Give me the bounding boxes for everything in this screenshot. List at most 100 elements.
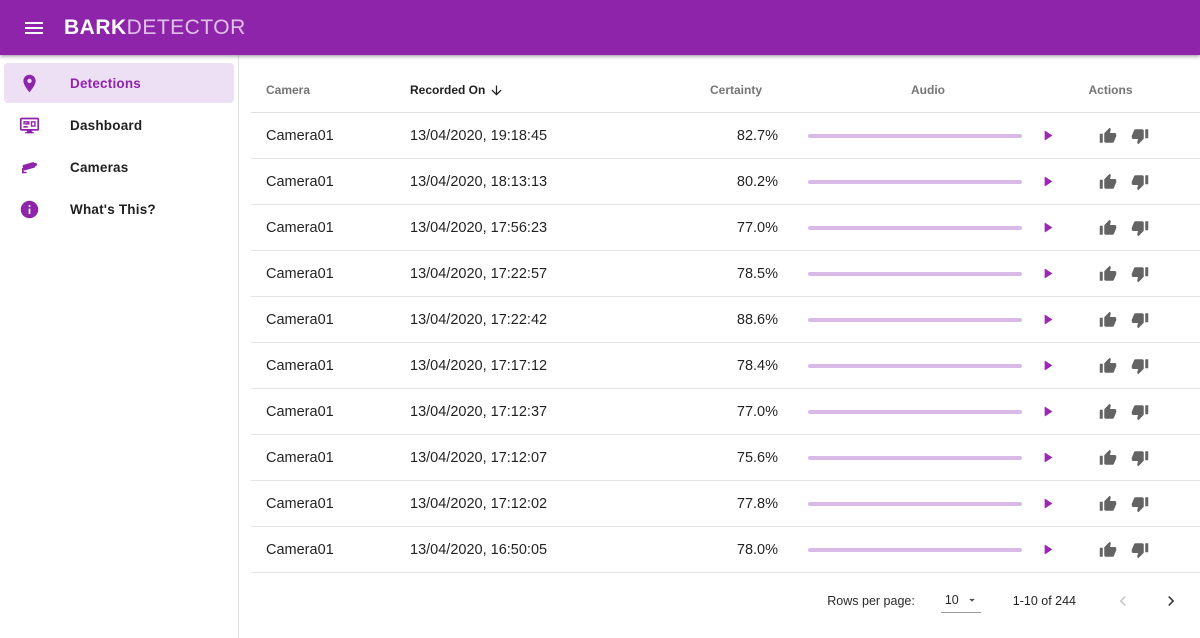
cell-certainty: 80.2% xyxy=(736,173,778,190)
thumbs-up-icon[interactable] xyxy=(1099,495,1117,513)
table-row: Camera01 13/04/2020, 19:18:45 82.7% xyxy=(251,113,1200,159)
cell-certainty: 78.4% xyxy=(736,357,778,374)
cell-actions xyxy=(1061,219,1200,237)
column-header-camera[interactable]: Camera xyxy=(266,83,311,97)
sidebar-item-dashboard[interactable]: Dashboard xyxy=(4,105,234,145)
sidebar-item-whats-this[interactable]: What's This? xyxy=(4,189,234,229)
audio-seek-bar[interactable] xyxy=(808,501,1022,506)
rows-per-page-select[interactable]: 10 xyxy=(940,590,981,613)
audio-seek-bar[interactable] xyxy=(808,271,1022,276)
cell-camera: Camera01 xyxy=(266,173,334,190)
thumbs-down-icon[interactable] xyxy=(1131,449,1149,467)
play-icon[interactable] xyxy=(1039,403,1056,420)
sidebar-item-label: Detections xyxy=(70,75,142,91)
cctv-camera-icon xyxy=(18,156,40,178)
thumbs-up-icon[interactable] xyxy=(1099,403,1117,421)
cell-certainty: 75.6% xyxy=(736,449,778,466)
cell-certainty: 77.0% xyxy=(736,219,778,236)
sort-desc-arrow-icon xyxy=(489,83,504,98)
audio-seek-bar[interactable] xyxy=(808,317,1022,322)
cell-actions xyxy=(1061,403,1200,421)
cell-actions xyxy=(1061,449,1200,467)
rows-per-page-value: 10 xyxy=(944,592,959,607)
thumbs-up-icon[interactable] xyxy=(1099,219,1117,237)
audio-seek-bar[interactable] xyxy=(808,409,1022,414)
audio-seek-bar[interactable] xyxy=(808,225,1022,230)
play-icon[interactable] xyxy=(1039,449,1056,466)
thumbs-down-icon[interactable] xyxy=(1131,495,1149,513)
table-row: Camera01 13/04/2020, 17:17:12 78.4% xyxy=(251,343,1200,389)
previous-page-button[interactable] xyxy=(1110,588,1136,614)
audio-seek-bar[interactable] xyxy=(808,547,1022,552)
play-icon[interactable] xyxy=(1039,311,1056,328)
cell-audio xyxy=(795,311,1061,328)
cell-certainty: 77.8% xyxy=(736,495,778,512)
app-title-light: DETECTOR xyxy=(126,15,246,39)
thumbs-down-icon[interactable] xyxy=(1131,541,1149,559)
column-header-actions[interactable]: Actions xyxy=(1088,83,1133,97)
sidebar-item-detections[interactable]: Detections xyxy=(4,63,234,103)
cell-actions xyxy=(1061,311,1200,329)
next-page-button[interactable] xyxy=(1158,588,1184,614)
column-header-certainty[interactable]: Certainty xyxy=(709,83,762,97)
info-icon xyxy=(18,198,40,220)
app-bar: BARKDETECTOR xyxy=(0,0,1200,55)
audio-seek-bar[interactable] xyxy=(808,455,1022,460)
thumbs-down-icon[interactable] xyxy=(1131,173,1149,191)
thumbs-up-icon[interactable] xyxy=(1099,541,1117,559)
cell-certainty: 78.0% xyxy=(736,541,778,558)
cell-actions xyxy=(1061,127,1200,145)
thumbs-down-icon[interactable] xyxy=(1131,311,1149,329)
sidebar-item-label: Cameras xyxy=(70,159,129,175)
thumbs-up-icon[interactable] xyxy=(1099,311,1117,329)
play-icon[interactable] xyxy=(1039,127,1056,144)
audio-seek-bar[interactable] xyxy=(808,133,1022,138)
cell-audio xyxy=(795,357,1061,374)
cell-recorded-on: 13/04/2020, 17:12:02 xyxy=(410,495,548,512)
table-row: Camera01 13/04/2020, 17:56:23 77.0% xyxy=(251,205,1200,251)
cell-actions xyxy=(1061,173,1200,191)
cell-audio xyxy=(795,265,1061,282)
sidebar-item-cameras[interactable]: Cameras xyxy=(4,147,234,187)
thumbs-up-icon[interactable] xyxy=(1099,265,1117,283)
app-title-bold: BARK xyxy=(64,15,127,39)
column-header-audio[interactable]: Audio xyxy=(911,83,945,97)
column-header-recorded-on[interactable]: Recorded On xyxy=(410,83,650,98)
table-row: Camera01 13/04/2020, 17:22:42 88.6% xyxy=(251,297,1200,343)
cell-camera: Camera01 xyxy=(266,311,334,328)
thumbs-down-icon[interactable] xyxy=(1131,403,1149,421)
cell-certainty: 82.7% xyxy=(736,127,778,144)
hamburger-menu-icon[interactable] xyxy=(16,10,52,46)
play-icon[interactable] xyxy=(1039,541,1056,558)
audio-seek-bar[interactable] xyxy=(808,363,1022,368)
table-header-row: Camera Recorded On Certainty Audio Actio… xyxy=(251,68,1200,113)
play-icon[interactable] xyxy=(1039,357,1056,374)
cell-audio xyxy=(795,173,1061,190)
cell-camera: Camera01 xyxy=(266,265,334,282)
thumbs-up-icon[interactable] xyxy=(1099,173,1117,191)
cell-camera: Camera01 xyxy=(266,127,334,144)
thumbs-down-icon[interactable] xyxy=(1131,219,1149,237)
thumbs-down-icon[interactable] xyxy=(1131,127,1149,145)
thumbs-up-icon[interactable] xyxy=(1099,127,1117,145)
thumbs-down-icon[interactable] xyxy=(1131,357,1149,375)
play-icon[interactable] xyxy=(1039,219,1056,236)
cell-certainty: 88.6% xyxy=(736,311,778,328)
map-pin-icon xyxy=(18,72,40,94)
thumbs-up-icon[interactable] xyxy=(1099,357,1117,375)
cell-audio xyxy=(795,495,1061,512)
cell-recorded-on: 13/04/2020, 17:17:12 xyxy=(410,357,548,374)
audio-seek-bar[interactable] xyxy=(808,179,1022,184)
cell-recorded-on: 13/04/2020, 17:12:07 xyxy=(410,449,548,466)
thumbs-down-icon[interactable] xyxy=(1131,265,1149,283)
sidebar-item-label: What's This? xyxy=(70,201,156,217)
rows-per-page-label: Rows per page: xyxy=(827,594,915,608)
thumbs-up-icon[interactable] xyxy=(1099,449,1117,467)
detections-page: Camera Recorded On Certainty Audio Actio… xyxy=(239,55,1200,638)
play-icon[interactable] xyxy=(1039,495,1056,512)
play-icon[interactable] xyxy=(1039,265,1056,282)
play-icon[interactable] xyxy=(1039,173,1056,190)
cell-camera: Camera01 xyxy=(266,219,334,236)
cell-certainty: 78.5% xyxy=(736,265,778,282)
cell-camera: Camera01 xyxy=(266,495,334,512)
